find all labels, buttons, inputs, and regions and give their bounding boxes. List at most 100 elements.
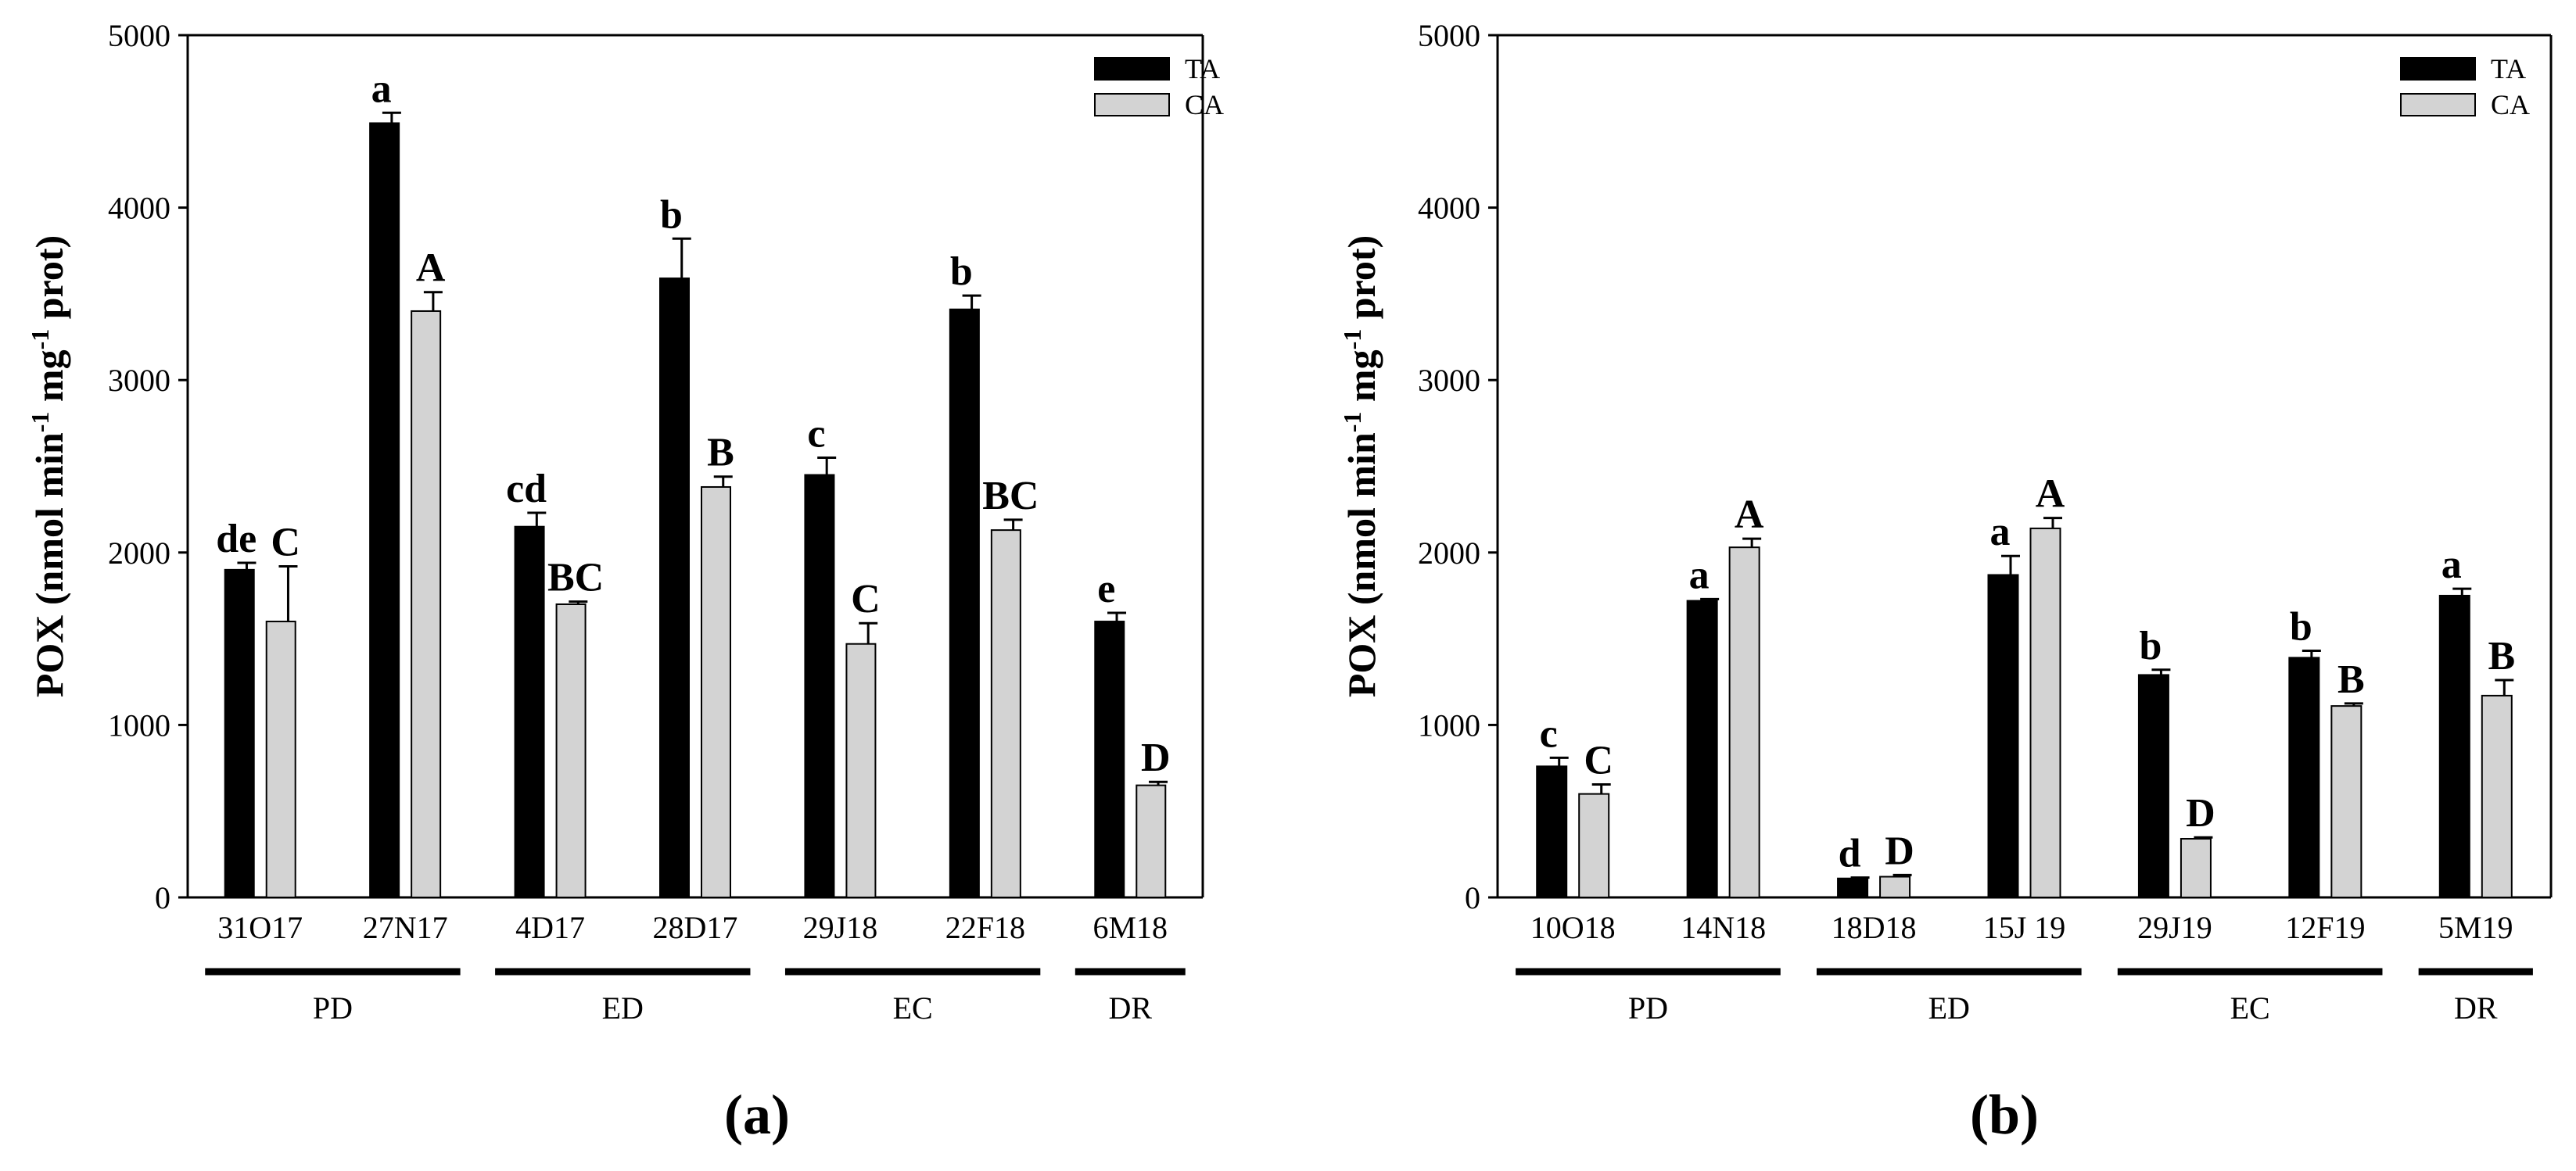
y-tick-label: 4000	[108, 191, 170, 226]
significance-label: D	[1141, 736, 1171, 780]
significance-label: C	[271, 520, 300, 564]
x-tick-label: 15J 19	[1983, 910, 2066, 945]
bar-ca	[1136, 784, 1167, 898]
y-tick-label: 5000	[108, 18, 170, 53]
x-tick-label: 27N17	[363, 910, 448, 945]
bar-ta	[2137, 674, 2169, 899]
x-tick-label: 28D17	[653, 910, 738, 945]
group-label: PD	[313, 990, 353, 1026]
bar-ca	[2330, 705, 2363, 898]
panel-label: (b)	[1970, 1083, 2039, 1146]
bar-ta	[1094, 621, 1125, 898]
bar-ta	[1686, 600, 1718, 898]
bar-ta	[1536, 765, 1568, 898]
bar-ta	[1837, 877, 1869, 899]
x-tick-label: 18D18	[1832, 910, 1917, 945]
x-tick-label: 5M19	[2438, 910, 2513, 945]
significance-label: cd	[506, 467, 547, 511]
group-label: DR	[1108, 990, 1152, 1026]
panel-a: 0 1000 2000 3000 4000 5000 POX (nmol min-1 mg-…	[26, 18, 1224, 1146]
y-tick-label: 0	[155, 880, 170, 915]
significance-label: A	[2036, 472, 2065, 517]
bar-ca	[411, 310, 442, 898]
x-tick-label: 10O18	[1530, 910, 1616, 945]
significance-label: c	[807, 411, 825, 456]
bar-ta	[224, 568, 255, 898]
bar-ca	[1879, 876, 1911, 898]
bar-ca	[555, 603, 587, 898]
significance-label: d	[1839, 832, 1861, 876]
bar-ca	[1578, 793, 1610, 899]
significance-label: c	[1540, 711, 1558, 756]
bar-ca	[1728, 546, 1760, 898]
bar-ta	[659, 278, 690, 898]
significance-label: B	[2488, 634, 2515, 679]
significance-label: C	[851, 577, 881, 621]
bar-ta	[804, 474, 835, 898]
bar-ca	[845, 643, 877, 899]
group-label: EC	[893, 990, 933, 1026]
y-tick-label: 1000	[108, 707, 170, 743]
legend-swatch-ta	[2400, 57, 2476, 81]
significance-label: A	[1735, 492, 1764, 537]
x-tick-label: 12F19	[2285, 910, 2365, 945]
group-label: ED	[602, 990, 644, 1026]
legend-swatch-ta	[1094, 57, 1170, 81]
bar-ca	[701, 485, 731, 898]
significance-label: a	[2441, 543, 2462, 587]
y-tick-label: 1000	[1418, 707, 1480, 743]
x-tick-label: 6M18	[1092, 910, 1168, 945]
bar-ta	[949, 308, 980, 898]
bar-ta	[1987, 574, 2019, 899]
y-tick-label: 2000	[108, 535, 170, 571]
y-tick-label: 5000	[1418, 18, 1480, 53]
y-axis-label: POX (nmol min-1 mg-1 prot)	[1338, 235, 1383, 697]
bar-ta	[369, 122, 400, 899]
bar-ca	[2481, 694, 2513, 898]
significance-label: b	[2139, 624, 2162, 668]
significance-label: a	[371, 66, 392, 111]
group-label: ED	[1928, 990, 1970, 1026]
panel-label: (a)	[724, 1083, 790, 1146]
x-tick-label: 4D17	[515, 910, 585, 945]
bar-ca	[990, 529, 1021, 898]
significance-label: BC	[982, 474, 1039, 518]
y-tick-label: 4000	[1418, 191, 1480, 226]
group-label: PD	[1628, 990, 1668, 1026]
legend-label: TA	[2491, 53, 2526, 84]
x-tick-label: 22F18	[945, 910, 1025, 945]
significance-label: B	[707, 431, 734, 475]
legend-label: TA	[1185, 53, 1220, 84]
significance-label: D	[1885, 829, 1914, 873]
bar-ta	[2288, 657, 2320, 899]
bar-ca	[265, 621, 296, 898]
significance-label: de	[216, 517, 257, 561]
significance-label: a	[1990, 510, 2011, 554]
legend-swatch-ca	[1094, 93, 1170, 116]
significance-label: e	[1097, 567, 1115, 611]
bar-ca	[2029, 527, 2061, 899]
bar-ca	[2180, 837, 2212, 898]
bar-ta	[2438, 594, 2470, 898]
y-tick-label: 3000	[108, 363, 170, 398]
group-label: DR	[2454, 990, 2498, 1026]
legend-swatch-ca	[2400, 93, 2476, 116]
bar-ta	[514, 525, 545, 899]
significance-label: b	[2290, 605, 2312, 650]
x-tick-label: 29J18	[803, 910, 878, 945]
legend-label: CA	[1185, 89, 1224, 120]
significance-label: B	[2337, 657, 2365, 702]
y-tick-label: 3000	[1418, 363, 1480, 398]
significance-label: D	[2186, 791, 2215, 836]
y-tick-label: 2000	[1418, 535, 1480, 571]
legend-label: CA	[2491, 89, 2530, 120]
significance-label: b	[660, 192, 683, 237]
significance-label: BC	[547, 556, 604, 600]
x-tick-label: 14N18	[1681, 910, 1766, 945]
panel-b: 0 1000 2000 3000 4000 5000 POX (nmol min-1 mg-…	[1338, 18, 2553, 1146]
significance-label: a	[1689, 553, 1710, 597]
significance-label: b	[950, 249, 973, 294]
y-axis-label: POX (nmol min-1 mg-1 prot)	[26, 235, 71, 697]
